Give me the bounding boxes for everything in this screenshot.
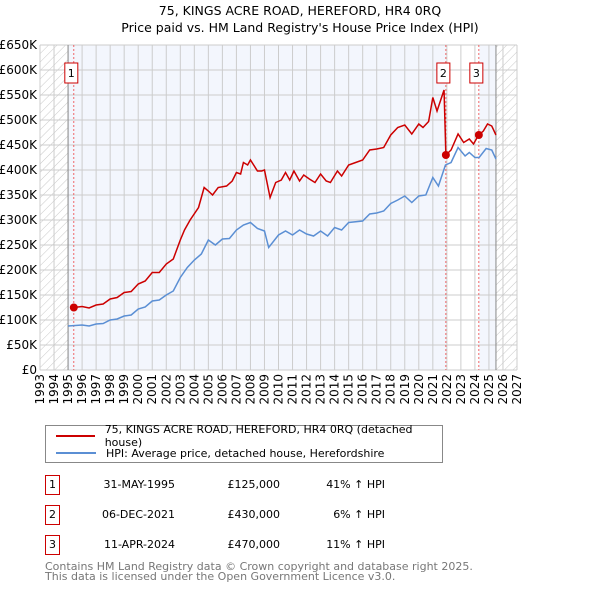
x-tick-label: 1994: [47, 374, 61, 405]
footer-line: This data is licensed under the Open Gov…: [45, 570, 396, 583]
footer-line: Contains HM Land Registry data © Crown c…: [45, 560, 473, 573]
sale-label-box: [436, 62, 451, 84]
x-tick-label: 1997: [89, 374, 103, 405]
x-tick-label: 2012: [300, 374, 314, 405]
chart: £0 £50K £100K £150K £200K £250K £300K £350K £400…: [0, 38, 524, 405]
y-tick-label: £200K: [0, 263, 38, 277]
x-tick-label: 2007: [229, 374, 243, 405]
sale-label-box: [64, 62, 79, 84]
y-tick-label: £400K: [0, 163, 38, 177]
x-tick-label: 2024: [468, 374, 482, 405]
x-tick-label: 2017: [370, 374, 384, 405]
sale-label-box: [469, 62, 484, 84]
y-tick-label: £250K: [0, 238, 38, 252]
sale-row: 2 06-DEC-2021 £430,000 6% ↑ HPI: [45, 505, 445, 525]
y-tick-label: £50K: [6, 338, 38, 352]
x-tick-label: 1993: [33, 374, 47, 405]
x-tick-label: 2023: [454, 374, 468, 405]
x-tick-label: 2013: [314, 374, 328, 405]
chart-subtitle: Price paid vs. HM Land Registry's House …: [121, 20, 479, 35]
x-tick-label: 2026: [496, 374, 510, 405]
legend-swatch-blue: [56, 452, 96, 454]
x-tick-label: 2011: [286, 374, 300, 405]
shade-sale-1: [68, 45, 446, 370]
x-tick-label: 1998: [103, 374, 117, 405]
chart-title: 75, KINGS ACRE ROAD, HEREFORD, HR4 0RQ: [158, 3, 442, 18]
x-tick-label: 2015: [342, 374, 356, 405]
y-tick-label: £600K: [0, 63, 38, 77]
hpi-line: [68, 146, 497, 327]
sale-point: [441, 151, 450, 159]
hatch-after: [495, 45, 517, 370]
x-tick-label: 2022: [440, 374, 454, 405]
sale-label: 1: [68, 67, 75, 80]
legend-item-property: 75, KINGS ACRE ROAD, HEREFORD, HR4 0RQ (…: [56, 423, 442, 449]
y-tick-label: £550K: [0, 88, 38, 102]
y-tick-label: £450K: [0, 138, 38, 152]
x-tick-label: 2004: [187, 374, 201, 405]
legend-swatch-red: [56, 435, 95, 437]
legend: 75, KINGS ACRE ROAD, HEREFORD, HR4 0RQ (…: [45, 423, 443, 463]
x-tick-label: 2014: [328, 374, 342, 405]
x-tick-label: 2018: [384, 374, 398, 405]
x-tick-label: 2021: [426, 374, 440, 405]
y-tick-label: £350K: [0, 188, 38, 202]
sale-row: 3 11-APR-2024 £470,000 11% ↑ HPI: [45, 535, 445, 555]
x-tick-label: 2006: [215, 374, 229, 405]
legend-item-hpi: HPI: Average price, detached house, Here…: [56, 445, 384, 461]
x-tick-label: 2008: [243, 374, 257, 405]
y-tick-label: £150K: [0, 288, 38, 302]
sale-point: [474, 131, 483, 139]
x-tick-label: 1999: [117, 374, 131, 405]
x-tick-label: 1995: [61, 374, 75, 405]
y-tick-label: £650K: [0, 38, 38, 52]
property-price-line: [73, 89, 497, 309]
y-tick-label: £100K: [0, 313, 38, 327]
x-tick-label: 1996: [75, 374, 89, 405]
x-tick-label: 2009: [257, 374, 271, 405]
x-tick-label: 2002: [159, 374, 173, 405]
x-tick-label: 2005: [201, 374, 215, 405]
shade-sale-3: [478, 45, 496, 370]
y-tick-label: £300K: [0, 213, 38, 227]
x-tick-label: 2003: [173, 374, 187, 405]
sale-point: [69, 303, 78, 312]
x-tick-label: 2000: [131, 374, 145, 405]
x-tick-label: 2010: [272, 374, 286, 405]
sale-row: 1 31-MAY-1995 £125,000 41% ↑ HPI: [45, 475, 445, 495]
x-tick-label: 2016: [356, 374, 370, 405]
x-tick-label: 2019: [398, 374, 412, 405]
sale-label: 3: [473, 67, 480, 80]
sale-label: 2: [440, 67, 447, 80]
x-tick-label: 2027: [510, 374, 524, 405]
x-tick-label: 2020: [412, 374, 426, 405]
x-tick-label: 2001: [145, 374, 159, 405]
y-tick-label: £500K: [0, 113, 38, 127]
y-tick-label: £0: [22, 363, 37, 377]
x-tick-label: 2025: [482, 374, 496, 405]
